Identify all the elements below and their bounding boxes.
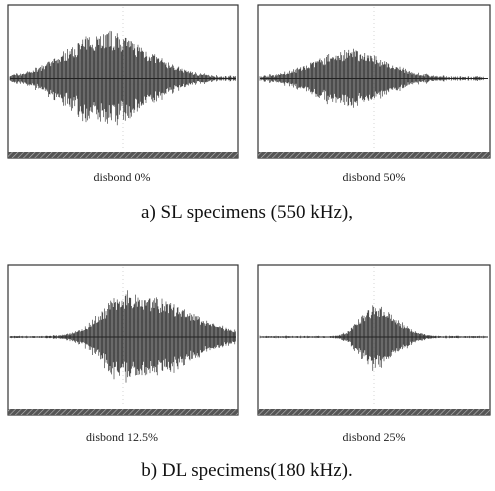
panel-footer [258,152,490,158]
panel-caption: disbond 0% [94,170,151,184]
figure: disbond 0% disbond 50% a) SL specimens (… [0,0,495,491]
panel-footer [8,409,238,415]
panel-footer [8,152,238,158]
group-caption: a) SL specimens (550 kHz), [141,202,353,223]
panel-caption: disbond 50% [343,170,406,184]
panel-caption: disbond 25% [343,430,406,444]
group-caption: b) DL specimens(180 kHz). [141,460,352,481]
panel-footer [258,409,490,415]
panel-caption: disbond 12.5% [86,430,158,444]
